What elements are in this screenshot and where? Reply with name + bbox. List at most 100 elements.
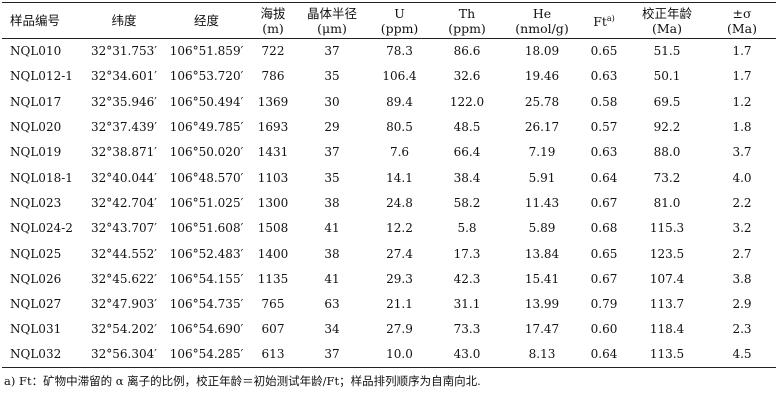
- cell-sample-id: NQL012-1: [10, 69, 73, 84]
- cell-ft: 0.63: [590, 69, 618, 84]
- cell-crystal-radius: 35: [324, 69, 340, 84]
- cell-uranium: 12.2: [386, 221, 413, 236]
- cell-longitude: 106°54.690′: [169, 322, 244, 337]
- cell-ft: 0.67: [590, 271, 618, 286]
- cell-elevation: 765: [261, 297, 285, 312]
- cell-sample-id: NQL025: [10, 246, 62, 261]
- cell-sigma: 4.0: [732, 170, 752, 185]
- cell-helium: 19.46: [524, 69, 560, 84]
- cell-sigma: 2.3: [732, 322, 752, 337]
- cell-crystal-radius: 29: [324, 120, 340, 135]
- cell-corrected-age: 81.0: [653, 195, 681, 210]
- header-row: 样品编号 纬度 经度 海拔 (m) 晶体半径 (μm) U (ppm) Th (ppm) He (nmo…: [2, 3, 776, 39]
- cell-ft: 0.63: [590, 145, 618, 160]
- table-row: NQL012-1 32°34.601′ 106°53.720′ 786 35 106.4 3…: [2, 64, 776, 89]
- cell-corrected-age: 107.4: [649, 271, 685, 286]
- cell-sample-id: NQL017: [10, 94, 62, 109]
- cell-latitude: 32°37.439′: [91, 120, 157, 135]
- cell-corrected-age: 73.2: [653, 170, 681, 185]
- header-ft-label: Fta): [593, 14, 615, 30]
- header-crystal-radius-label: 晶体半径: [306, 5, 357, 21]
- table-row: NQL031 32°54.202′ 106°54.690′ 607 34 27.9 73.3…: [2, 317, 776, 342]
- cell-sigma: 4.5: [732, 347, 752, 362]
- cell-crystal-radius: 37: [324, 44, 340, 59]
- cell-thorium: 31.1: [453, 297, 481, 312]
- table-container: 样品编号 纬度 经度 海拔 (m) 晶体半径 (μm) U (ppm) Th (ppm) He (nmo…: [2, 2, 776, 389]
- cell-corrected-age: 92.2: [653, 120, 681, 135]
- cell-sigma: 2.9: [732, 297, 752, 312]
- cell-ft: 0.64: [590, 347, 618, 362]
- data-table: 样品编号 纬度 经度 海拔 (m) 晶体半径 (μm) U (ppm) Th (ppm) He (nmo…: [2, 2, 776, 368]
- cell-ft: 0.65: [590, 44, 618, 59]
- cell-sample-id: NQL031: [10, 322, 62, 337]
- header-sigma-label: ±σ: [732, 5, 752, 21]
- cell-uranium: 27.4: [386, 246, 413, 261]
- cell-elevation: 1400: [257, 246, 289, 261]
- cell-sample-id: NQL020: [10, 120, 62, 135]
- header-latitude: 纬度: [84, 3, 164, 39]
- table-header: 样品编号 纬度 经度 海拔 (m) 晶体半径 (μm) U (ppm) Th (ppm) He (nmo…: [2, 2, 776, 39]
- cell-ft: 0.65: [590, 246, 618, 261]
- cell-sample-id: NQL018-1: [10, 170, 73, 185]
- cell-latitude: 32°47.903′: [91, 297, 157, 312]
- cell-crystal-radius: 41: [324, 271, 340, 286]
- cell-helium: 13.84: [524, 246, 560, 261]
- table-row: NQL020 32°37.439′ 106°49.785′ 1693 29 80.5 48.…: [2, 114, 776, 139]
- cell-ft: 0.64: [590, 170, 618, 185]
- cell-thorium: 5.8: [457, 221, 477, 236]
- cell-thorium: 17.3: [453, 246, 481, 261]
- header-thorium-label: Th: [458, 5, 476, 21]
- cell-uranium: 21.1: [386, 297, 413, 312]
- cell-elevation: 1369: [257, 94, 289, 109]
- cell-elevation: 607: [261, 322, 285, 337]
- cell-longitude: 106°53.720′: [169, 69, 244, 84]
- cell-elevation: 1693: [257, 120, 289, 135]
- header-corrected-age: 校正年龄 (Ma): [626, 3, 708, 39]
- cell-longitude: 106°54.735′: [169, 297, 244, 312]
- cell-sigma: 3.7: [732, 145, 752, 160]
- table-row: NQL019 32°38.871′ 106°50.020′ 1431 37 7.6 66.4…: [2, 140, 776, 165]
- table-row: NQL026 32°45.622′ 106°54.155′ 1135 41 29.3 42.…: [2, 266, 776, 291]
- cell-sample-id: NQL032: [10, 347, 62, 362]
- cell-corrected-age: 51.5: [653, 44, 681, 59]
- cell-crystal-radius: 37: [324, 347, 340, 362]
- cell-thorium: 66.4: [453, 145, 481, 160]
- cell-helium: 13.99: [524, 297, 560, 312]
- cell-uranium: 89.4: [386, 94, 413, 109]
- cell-latitude: 32°43.707′: [91, 221, 157, 236]
- cell-corrected-age: 88.0: [653, 145, 681, 160]
- header-crystal-radius-unit: (μm): [317, 20, 347, 36]
- header-helium-label: He: [532, 5, 552, 21]
- cell-helium: 17.47: [524, 322, 560, 337]
- cell-sample-id: NQL010: [10, 44, 62, 59]
- cell-sigma: 2.2: [732, 195, 752, 210]
- cell-sample-id: NQL024-2: [10, 221, 73, 236]
- cell-uranium: 10.0: [386, 347, 413, 362]
- cell-crystal-radius: 41: [324, 221, 340, 236]
- header-crystal-radius: 晶体半径 (μm): [297, 3, 367, 39]
- cell-crystal-radius: 63: [324, 297, 340, 312]
- header-sigma-unit: (Ma): [726, 20, 757, 36]
- cell-helium: 11.43: [524, 195, 560, 210]
- table-row: NQL017 32°35.946′ 106°50.494′ 1369 30 89.4 122…: [2, 89, 776, 114]
- header-corrected-age-label: 校正年龄: [641, 5, 692, 21]
- cell-longitude: 106°54.155′: [169, 271, 244, 286]
- cell-latitude: 32°31.753′: [91, 44, 157, 59]
- cell-corrected-age: 113.7: [649, 297, 685, 312]
- cell-sigma: 1.8: [732, 120, 752, 135]
- table-body: NQL010 32°31.753′ 106°51.859′ 722 37 78.3 86.6…: [2, 39, 776, 368]
- cell-sigma: 1.7: [732, 69, 752, 84]
- cell-longitude: 106°49.785′: [169, 120, 244, 135]
- cell-uranium: 106.4: [382, 69, 417, 84]
- header-helium-unit: (nmol/g): [515, 20, 569, 36]
- cell-uranium: 7.6: [389, 145, 410, 160]
- footnote-marker: a): [606, 14, 615, 24]
- cell-sigma: 3.8: [732, 271, 752, 286]
- cell-latitude: 32°44.552′: [91, 246, 157, 261]
- cell-uranium: 78.3: [386, 44, 413, 59]
- cell-longitude: 106°52.483′: [169, 246, 244, 261]
- cell-elevation: 613: [261, 347, 285, 362]
- cell-corrected-age: 123.5: [649, 246, 685, 261]
- cell-elevation: 722: [261, 44, 285, 59]
- cell-thorium: 32.6: [453, 69, 481, 84]
